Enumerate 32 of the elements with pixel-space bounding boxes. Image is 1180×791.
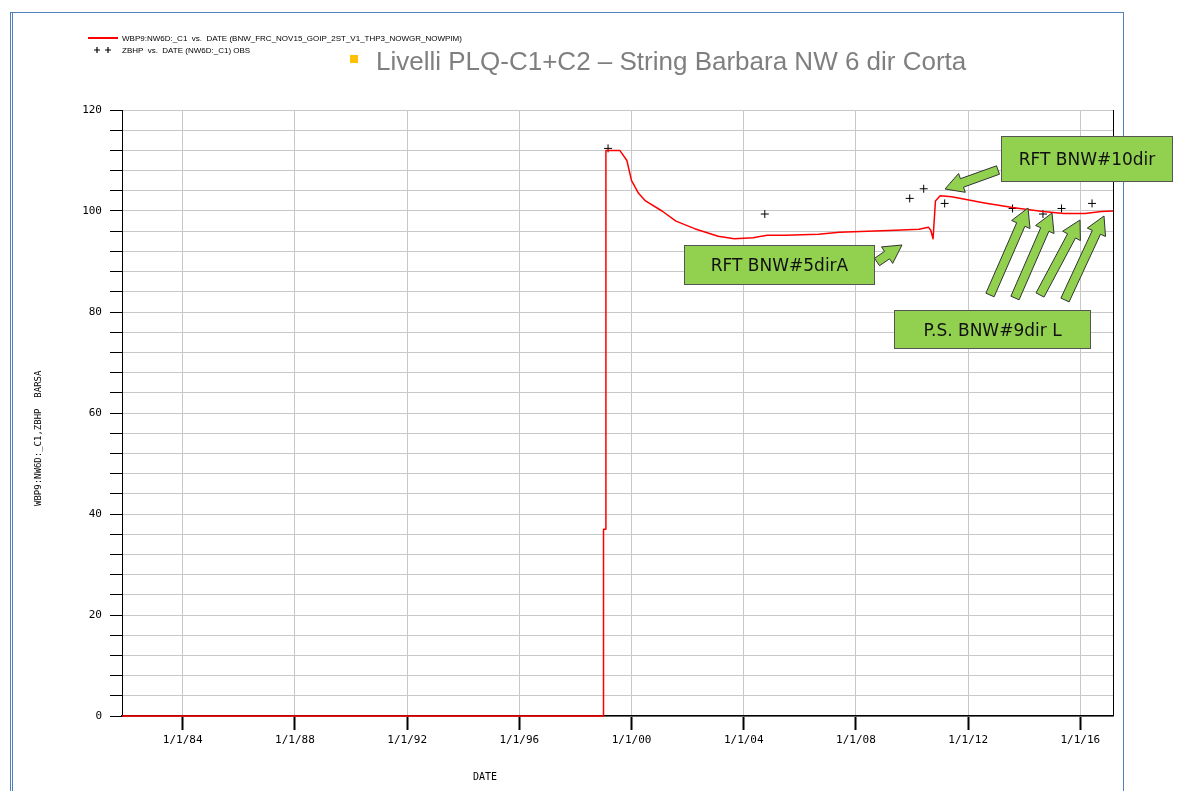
y-tick-label: 80: [88, 304, 102, 318]
point: [603, 143, 613, 153]
y-axis-title: WBP9:NW6D:_C1,ZBHP BARSA: [33, 370, 43, 506]
point: [1038, 209, 1048, 219]
x-tick-label: 1/1/04: [723, 733, 764, 747]
x-axis-title: DATE: [473, 771, 498, 782]
callout-box: RFT BNW#5dirA: [684, 245, 875, 285]
x-tick-label: 1/1/00: [611, 733, 652, 747]
y-tick-label: 40: [88, 506, 102, 520]
callout-box: RFT BNW#10dir: [1001, 136, 1173, 182]
point: [760, 209, 770, 219]
x-tick-label: 1/1/88: [275, 733, 315, 747]
legend-label: WBP9:NW6D:_C1 vs. DATE (BNW_FRC_NOV15_GOIP_2ST_V1_THP3_NOWGR_NOWPIM): [121, 32, 462, 44]
x-tick-label: 1/1/08: [836, 733, 876, 747]
y-tick-label: 20: [88, 607, 102, 621]
point: [940, 198, 950, 208]
point: [1087, 198, 1097, 208]
point: [1057, 203, 1067, 213]
y-tick-label: 60: [88, 405, 102, 419]
point: [919, 184, 929, 194]
x-tick-label: 1/1/16: [1060, 733, 1101, 747]
x-tick-label: 1/1/84: [162, 733, 203, 747]
legend-label: ZBHP vs. DATE (NW6D:_C1) OBS: [122, 45, 251, 55]
x-tick-label: 1/1/12: [948, 733, 989, 747]
y-tick-label: 0: [95, 708, 102, 722]
x-tick-label: 1/1/92: [387, 733, 428, 747]
y-tick-label: 100: [82, 203, 102, 217]
callout-box: P.S. BNW#9dir L: [894, 310, 1091, 349]
y-tick-label: 120: [82, 102, 102, 116]
x-tick-label: 1/1/96: [499, 733, 540, 747]
chart-title: Livelli PLQ-C1+C2 – String Barbara NW 6 dir Corta: [375, 46, 967, 77]
point: [905, 193, 915, 203]
